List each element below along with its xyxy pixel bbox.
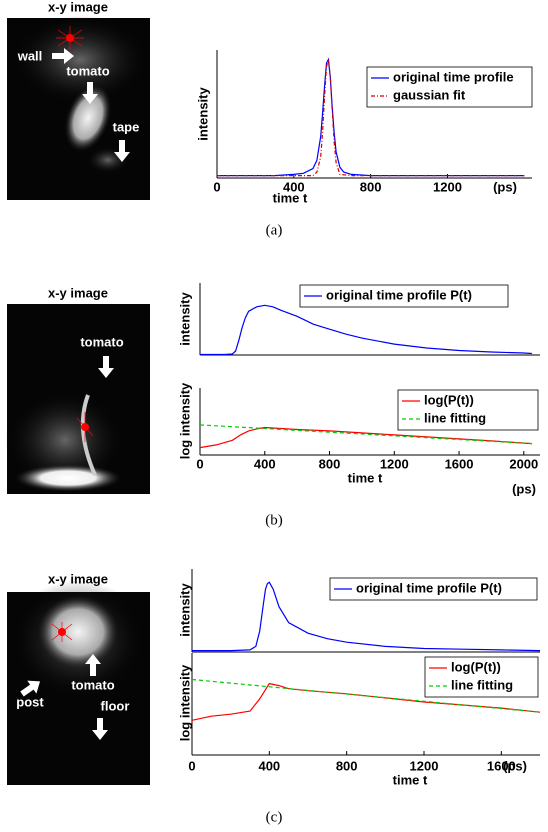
legend-box [329,577,538,601]
y-axis-label: log intensity [177,664,192,741]
x-tick-label: 400 [283,179,305,194]
data-line [199,426,532,449]
x-tick-label: 1200 [433,179,462,194]
image-b: x-y image tomato [5,285,150,494]
image-blob [63,83,113,153]
caption: (a) [266,222,283,238]
image-title: x-y image [48,0,108,14]
y-axis-label: intensity [177,583,192,637]
image-glow [5,390,125,490]
image-blob [36,594,120,670]
caption: (b) [265,512,283,528]
y-axis-label: log intensity [177,382,192,459]
arrow [52,48,74,64]
legend-label: log(P(t)) [451,659,501,674]
x-axis-label: time t [348,470,383,485]
data-line [217,59,525,177]
x-axis-label: time t [273,190,308,205]
data-line [200,304,532,356]
legend-label: original time profile P(t) [326,287,472,302]
legend-label: gaussian fit [393,87,466,102]
x-axis-unit: (ps) [493,179,517,194]
arrow [20,680,41,697]
legend-label: original time profile P(t) [356,580,502,595]
x-tick-label: 800 [336,758,358,773]
image-a: x-y image wall tomato tape [7,0,150,200]
x-axis-label: time t [393,772,428,787]
image-edge [80,394,97,476]
x-tick-label: 800 [319,456,341,471]
x-tick-label: 1600 [445,456,474,471]
x-tick-label: 800 [360,179,382,194]
marker-rays [51,622,73,642]
image-title: x-y image [48,571,108,586]
image-label: post [16,694,44,709]
legend-label: line fitting [451,677,513,692]
x-tick-label: 0 [213,179,220,194]
x-tick-label: 400 [258,758,280,773]
legend-box [299,284,509,308]
image-label: tape [113,119,140,134]
image-glow [10,15,150,105]
arrow [114,140,130,162]
x-axis-unit: (ps) [512,481,536,496]
image-title: x-y image [48,285,108,300]
x-axis-unit: (ps) [503,758,527,773]
legend-label: line fitting [424,410,486,425]
y-axis-label: intensity [195,87,210,141]
x-tick-label: 2000 [509,456,538,471]
x-tick-label: 0 [196,456,203,471]
legend-box [366,66,533,108]
image-label: floor [101,698,130,713]
x-tick-label: 400 [254,456,276,471]
arrow [92,718,108,740]
x-tick-label: 1200 [410,758,439,773]
arrow [85,654,101,676]
data-line [192,581,541,652]
x-tick-label: 1200 [380,456,409,471]
image-label: tomato [71,677,114,692]
x-tick-label: 1600 [487,758,516,773]
image-label: tomato [66,63,109,78]
marker-rays [76,412,94,442]
data-line [191,678,541,713]
arrow [82,82,98,104]
image-label: tomato [80,334,123,349]
x-tick-label: 0 [188,758,195,773]
image-blob [13,464,123,492]
marker-rays [56,26,84,50]
caption: (c) [266,809,283,825]
y-axis-label: intensity [177,292,192,346]
image-label: wall [17,48,43,63]
arrow [98,356,114,378]
data-line [191,682,541,721]
legend-label: log(P(t)) [424,392,474,407]
image-c: x-y image tomato post floor [7,571,150,785]
legend-box [397,389,539,431]
legend-label: original time profile [393,69,514,84]
legend-box [424,656,539,698]
